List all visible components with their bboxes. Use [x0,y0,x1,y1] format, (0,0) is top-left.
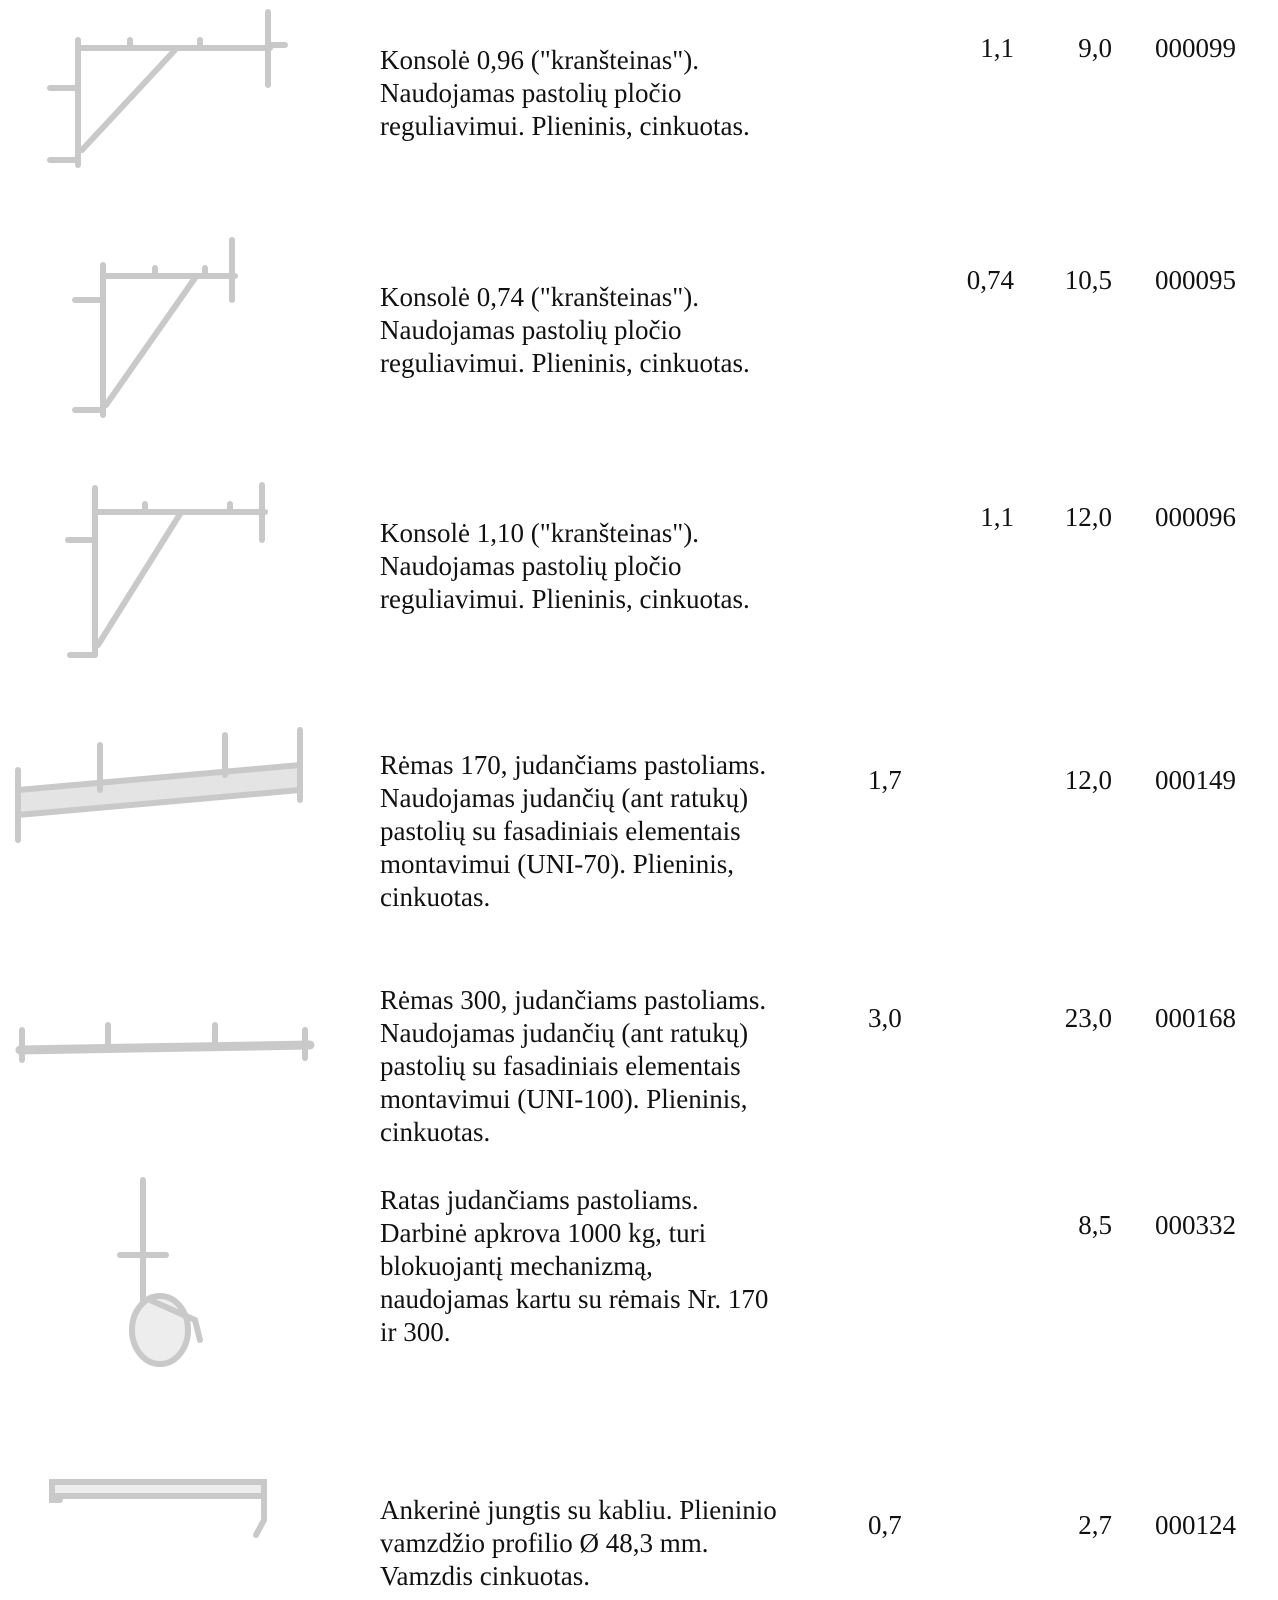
description-line: vamzdžio profilio Ø 48,3 mm. [380,1528,709,1558]
length-value: 0,7 [868,1510,902,1540]
description-line: Vamzdis cinkuotas. [380,1561,590,1591]
description-line: Rėmas 300, judančiams pastoliams. [380,985,767,1015]
product-code: 000149 [1155,765,1236,795]
description-line: cinkuotas. [380,882,491,912]
description-line: montavimui (UNI-70). Plieninis, [380,849,734,879]
description-line: reguliavimui. Plieninis, cinkuotas. [380,584,750,614]
anchor-coupler [49,1479,267,1538]
description-line: Naudojamas pastolių pločio [380,315,682,345]
description-line: pastolių su fasadiniais elementais [380,816,741,846]
product-images [15,9,315,1538]
product-code: 000096 [1155,502,1236,532]
description-line: reguliavimui. Plieninis, cinkuotas. [380,111,750,141]
weight-value: 9,0 [1078,33,1112,63]
description-line: cinkuotas. [380,1117,491,1147]
description-line: reguliavimui. Plieninis, cinkuotas. [380,348,750,378]
description-line: Ratas judančiams pastoliams. [380,1185,699,1215]
description-line: Naudojamas judančių (ant ratukų) [380,1018,749,1048]
description-line: Naudojamas pastolių pločio [380,78,682,108]
width-value: 1,1 [980,502,1014,532]
product-code: 000099 [1155,33,1236,63]
weight-value: 12,0 [1064,765,1112,795]
product-code: 000332 [1155,1210,1236,1240]
description-line: Rėmas 170, judančiams pastoliams. [380,750,767,780]
description-line: naudojamas kartu su rėmais Nr. 170 [380,1284,769,1314]
product-code: 000124 [1155,1510,1236,1540]
description-line: Konsolė 1,10 ("kranšteinas"). [380,518,699,548]
description-line: pastolių su fasadiniais elementais [380,1051,741,1081]
frame-170 [15,727,303,843]
description-line: montavimui (UNI-100). Plieninis, [380,1084,748,1114]
description-line: Darbinė apkrova 1000 kg, turi [380,1218,707,1248]
description-line: Naudojamas pastolių pločio [380,551,682,581]
description-line: Ankerinė jungtis su kabliu. Plieninio [380,1495,777,1525]
description-line: ir 300. [380,1317,451,1347]
product-code: 000095 [1155,265,1236,295]
description-line: Naudojamas judančių (ant ratukų) [380,783,749,813]
console-096 [47,9,288,168]
weight-value: 2,7 [1078,1510,1112,1540]
description-line: Konsolė 0,96 ("kranšteinas"). [380,45,699,75]
weight-value: 12,0 [1064,502,1112,532]
product-code: 000168 [1155,1003,1236,1033]
console-110 [65,482,268,658]
description-line: Konsolė 0,74 ("kranšteinas"). [380,282,699,312]
weight-value: 23,0 [1064,1003,1112,1033]
length-value: 3,0 [868,1003,902,1033]
weight-value: 8,5 [1078,1210,1112,1240]
description-line: blokuojantį mechanizmą, [380,1251,653,1281]
width-value: 1,1 [980,33,1014,63]
length-value: 1,7 [868,765,902,795]
console-074 [72,237,238,418]
weight-value: 10,5 [1064,265,1112,295]
width-value: 0,74 [966,265,1014,295]
wheel [117,1177,203,1367]
frame-300 [15,1022,315,1063]
